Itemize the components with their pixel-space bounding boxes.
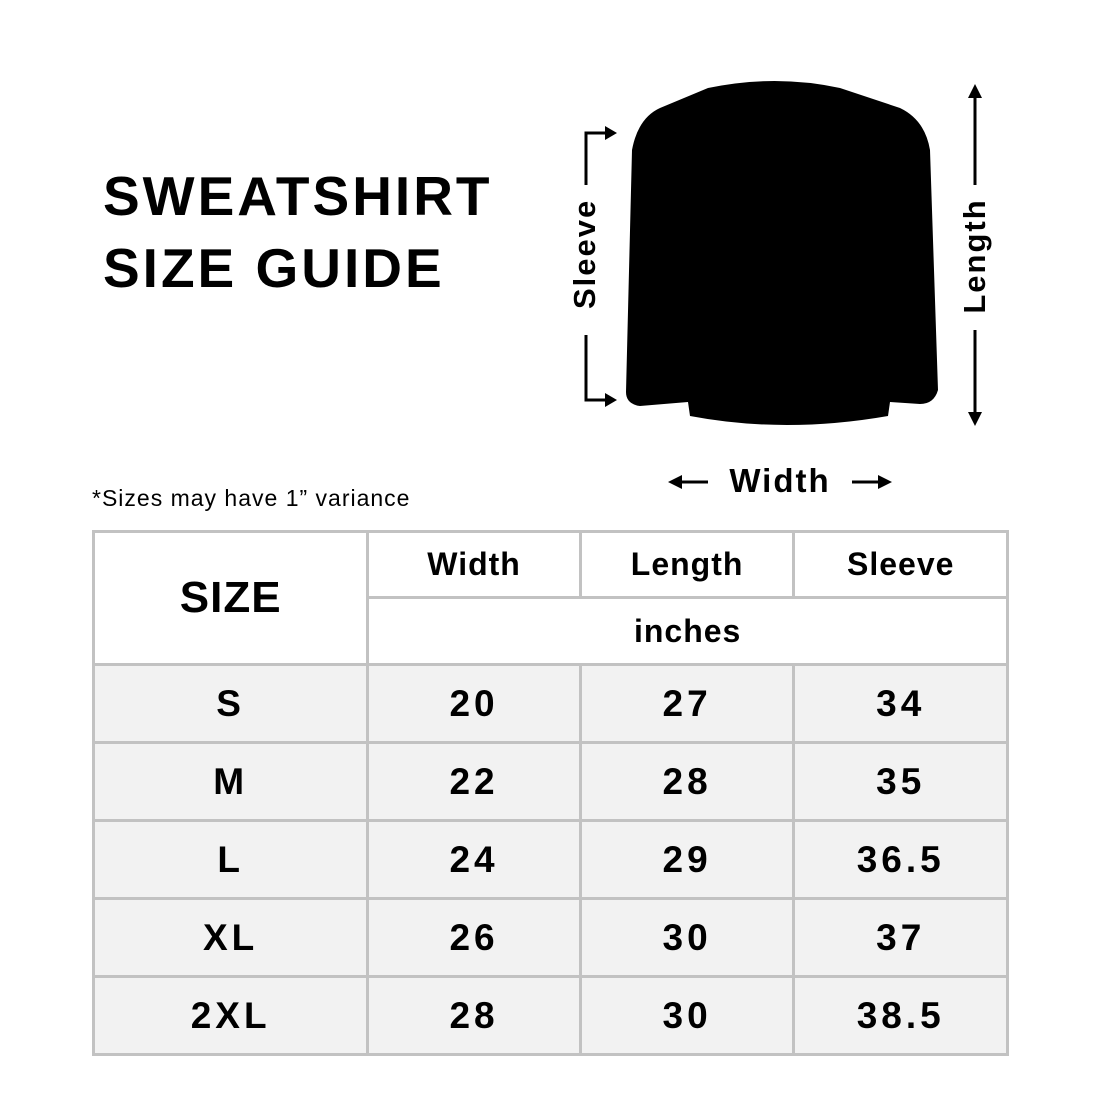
width-cell: 26 — [366, 897, 582, 978]
sleeve-arrow-icon — [584, 131, 610, 402]
unit-label: inches — [366, 596, 1009, 666]
unit-row: inches — [94, 596, 1009, 666]
length-cell: 28 — [578, 741, 796, 822]
column-header-sleeve: Sleeve — [792, 530, 1009, 599]
length-cell: 30 — [578, 975, 796, 1056]
size-cell: M — [91, 741, 370, 822]
length-label: Length — [957, 198, 992, 314]
column-header-length: Length — [578, 530, 796, 599]
variance-note: *Sizes may have 1” variance — [92, 485, 411, 511]
table-row: XL 26 30 37 — [91, 897, 1009, 978]
size-cell: XL — [91, 897, 370, 978]
table-row: L 24 29 36.5 — [91, 819, 1009, 900]
size-cell: S — [91, 663, 370, 744]
table-header-row: SIZE Width Length Sleeve — [91, 530, 1009, 666]
width-cell: 20 — [366, 663, 582, 744]
page-title: SWEATSHIRT SIZE GUIDE — [103, 160, 493, 304]
sweatshirt-image — [626, 81, 938, 425]
sleeve-cell: 34 — [792, 663, 1009, 744]
sleeve-cell: 38.5 — [792, 975, 1009, 1056]
table-row: M 22 28 35 — [91, 741, 1009, 822]
size-header: SIZE — [91, 530, 370, 666]
sleeve-cell: 36.5 — [792, 819, 1009, 900]
title-line-1: SWEATSHIRT — [103, 165, 493, 227]
table-row: 2XL 28 30 38.5 — [91, 975, 1009, 1056]
sleeve-label: Sleeve — [567, 198, 602, 309]
size-table: SIZE Width Length Sleeve inches S 20 27 34 … — [91, 530, 1009, 1056]
size-cell: L — [91, 819, 370, 900]
width-cell: 24 — [366, 819, 582, 900]
sleeve-cell: 37 — [792, 897, 1009, 978]
column-header-width: Width — [366, 530, 582, 599]
title-line-2: SIZE GUIDE — [103, 237, 445, 299]
length-cell: 27 — [578, 663, 796, 744]
sleeve-cell: 35 — [792, 741, 1009, 822]
width-cell: 22 — [366, 741, 582, 822]
width-label: Width — [729, 462, 831, 499]
length-cell: 29 — [578, 819, 796, 900]
width-cell: 28 — [366, 975, 582, 1056]
table-row: S 20 27 34 — [91, 663, 1009, 744]
sweatshirt-diagram — [584, 81, 982, 489]
length-cell: 30 — [578, 897, 796, 978]
size-cell: 2XL — [91, 975, 370, 1056]
